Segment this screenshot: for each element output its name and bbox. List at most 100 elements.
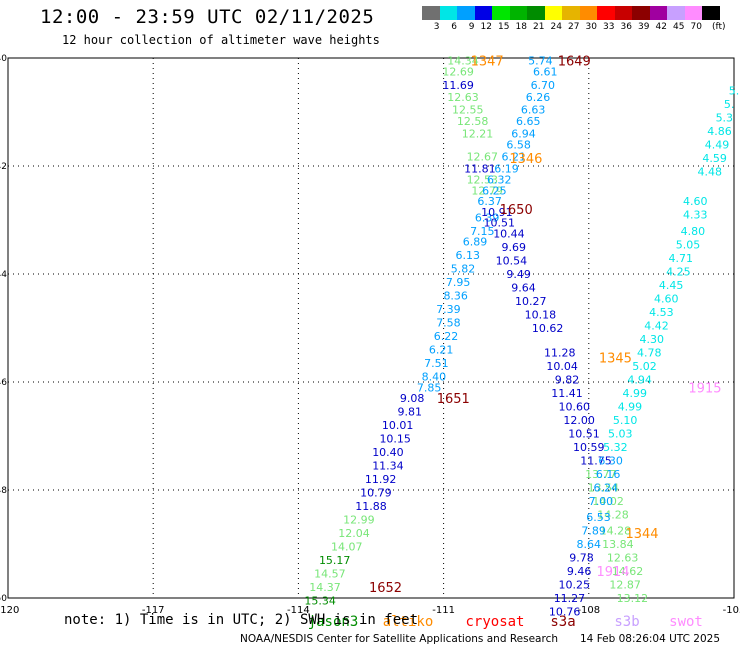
colorbar-label: 33 (603, 22, 615, 32)
wave-height-value: 4.49 (705, 138, 730, 151)
wave-height-value: 15.34 (304, 595, 336, 608)
lat-tick-label: -50 (0, 594, 7, 604)
track-label: 1651 (437, 392, 470, 407)
wave-height-value: 10.91 (481, 206, 513, 219)
wave-height-value: 5. (724, 98, 735, 111)
wave-height-value: 9.46 (567, 565, 592, 578)
track-label: 1346 (509, 152, 542, 167)
wave-height-value: 7.95 (446, 276, 471, 289)
wave-height-value: 5.32 (603, 441, 628, 454)
wave-height-value: 5.05 (676, 238, 701, 251)
wave-height-value: 9.82 (555, 373, 580, 386)
lat-tick-label: -48 (0, 486, 7, 496)
wave-height-value: 6.21 (502, 150, 527, 163)
wave-height-value: 12.04 (338, 527, 370, 540)
colorbar-label: 24 (550, 22, 562, 32)
lat-tick-label: -46 (0, 378, 7, 388)
wave-height-value: 6.58 (506, 138, 531, 151)
wave-height-value: 10.27 (515, 295, 547, 308)
colorbar-label: 12 (480, 22, 492, 32)
wave-height-value: 10.51 (484, 217, 516, 230)
wave-height-value: 12.63 (447, 91, 479, 104)
colorbar-swatch: 70 (684, 6, 702, 32)
colorbar-label: 3 (433, 22, 440, 32)
wave-height-value: 11.81 (464, 163, 496, 176)
colorbar-swatch: 33 (597, 6, 615, 32)
track-label: 1914 (596, 565, 629, 580)
wave-height-value: 6.94 (511, 128, 536, 141)
wave-height-value: 6.65 (516, 115, 541, 128)
wave-height-value: 12.63 (607, 552, 639, 565)
wave-height-value: 5.74 (528, 55, 553, 68)
wave-height-value: 12.69 (442, 66, 474, 79)
wave-height-value: 10.54 (496, 255, 528, 268)
track-label: 1915 (688, 381, 721, 396)
colorbar-swatch: 15 (492, 6, 510, 32)
wave-height-value: 10.76 (549, 606, 581, 619)
wave-height-value: 6.89 (463, 236, 488, 249)
wave-height-value: 7.39 (436, 303, 461, 316)
wave-height-value: 12.55 (452, 103, 484, 116)
wave-height-value: 10.25 (559, 579, 591, 592)
wave-height-value: 7.15 (470, 225, 495, 238)
wave-height-value: 11.75 (580, 454, 612, 467)
wave-height-value: 12.53 (467, 174, 499, 187)
wave-height-value: 7.00 (589, 495, 614, 508)
wave-height-value: 4.86 (707, 125, 732, 138)
wave-height-value: 10.04 (546, 360, 578, 373)
wave-height-value: 11.92 (365, 473, 397, 486)
colorbar-swatch: 12 (474, 6, 492, 32)
wave-height-value: 4.60 (654, 292, 679, 305)
colorbar-swatch: 18 (509, 6, 527, 32)
wave-height-value: 11.41 (551, 387, 583, 400)
wave-height-value: 7.58 (436, 317, 461, 330)
wave-height-value: 6.61 (533, 66, 558, 79)
wave-height-value: 6.32 (487, 174, 512, 187)
wave-height-value: 11.88 (355, 500, 387, 513)
wave-height-value: 11.28 (544, 346, 576, 359)
timestamp-text: 14 Feb 08:26:04 UTC 2025 (580, 633, 720, 645)
satellite-legend-item: cryosat (465, 614, 524, 630)
wave-height-value: 13.84 (602, 538, 634, 551)
wave-height-value: 9.08 (400, 392, 425, 405)
map-frame (7, 57, 735, 599)
wave-height-value: 4.42 (644, 319, 669, 332)
wave-height-value: 13.12 (617, 592, 649, 605)
colorbar-swatch: 36 (614, 6, 632, 32)
wave-height-value: 4.25 (666, 265, 691, 278)
wave-height-value: 5.10 (613, 414, 638, 427)
lon-tick-label: -114 (287, 605, 310, 616)
wave-height-value: 9.64 (511, 282, 536, 295)
wave-height-value: 7.89 (581, 525, 606, 538)
wave-height-value: 5.02 (632, 360, 657, 373)
wave-height-value: 15.17 (319, 554, 351, 567)
wave-height-value: 4.48 (698, 165, 723, 178)
colorbar-label: 21 (533, 22, 545, 32)
wave-height-value: 11.34 (372, 460, 404, 473)
wave-height-value: 11.27 (554, 592, 586, 605)
page-title: 12:00 - 23:59 UTC 02/11/2025 (40, 6, 375, 28)
wave-height-value: 12.00 (563, 414, 595, 427)
wave-height-value: 4.80 (681, 225, 706, 238)
wave-height-value: 4.45 (659, 279, 684, 292)
wave-height-value: 8.64 (577, 538, 602, 551)
colorbar-swatch: 30 (579, 6, 597, 32)
wave-height-value: 4.60 (683, 195, 708, 208)
wave-height-value: 12.99 (343, 514, 375, 527)
wave-height-value: 10.79 (360, 487, 392, 500)
satellite-legend-item: s3a (550, 614, 575, 630)
wave-height-value: 14.28 (597, 508, 629, 521)
wave-height-value: 11.69 (442, 79, 474, 92)
lat-tick-label: -44 (0, 270, 7, 280)
colorbar-swatch: 9 (457, 6, 475, 32)
wave-height-value: 10.51 (568, 427, 600, 440)
wave-height-value: 9.78 (569, 552, 594, 565)
wave-height-value: 6.13 (456, 249, 481, 262)
wave-height-value: 10.62 (532, 322, 564, 335)
wave-height-value: 13.77 (585, 468, 617, 481)
colorbar-label: 15 (498, 22, 510, 32)
wave-height-value: 12.87 (609, 579, 641, 592)
wave-height-value: 4.30 (639, 333, 664, 346)
lon-tick-label: -105 (723, 605, 740, 616)
